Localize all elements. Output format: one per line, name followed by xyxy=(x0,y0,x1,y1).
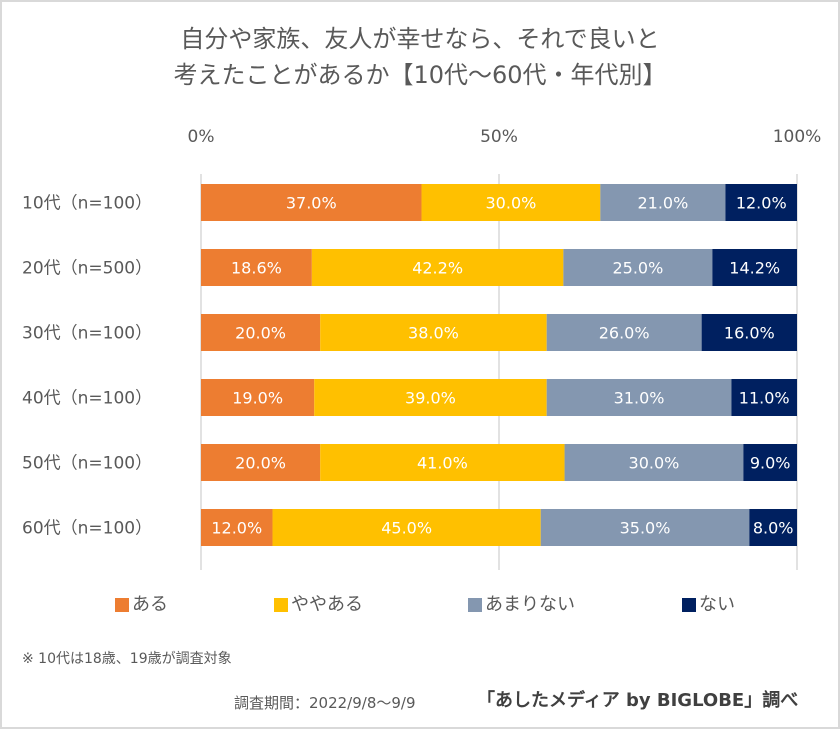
category-label: 40代（n=100） xyxy=(22,389,152,409)
data-label: 20.0% xyxy=(235,454,286,473)
legend-label: ない xyxy=(699,594,735,615)
data-label: 9.0% xyxy=(750,454,791,473)
bar-segment xyxy=(201,379,315,416)
bar-segment xyxy=(712,249,797,286)
legend-item: あまりない xyxy=(468,590,575,616)
bar-segment xyxy=(564,444,744,481)
data-label: 41.0% xyxy=(417,454,468,473)
data-label: 12.0% xyxy=(211,519,262,538)
data-label: 31.0% xyxy=(614,389,665,408)
data-label: 26.0% xyxy=(599,324,650,343)
chart-title-line-2: 考えたことがあるか【10代～60代・年代別】 xyxy=(173,61,667,89)
data-label: 42.2% xyxy=(412,259,463,278)
stacked-bar-chart: 0% 50% 100% 10代（n=100） 37.0% 30.0% 21.0% 12.0% 2… xyxy=(22,127,822,570)
data-label: 37.0% xyxy=(286,194,337,213)
category-label: 30代（n=100） xyxy=(22,324,152,344)
bar-segment xyxy=(546,379,732,416)
data-label: 20.0% xyxy=(235,324,286,343)
bar-segment xyxy=(701,314,797,351)
bar-segment xyxy=(272,509,541,546)
data-label: 14.2% xyxy=(729,259,780,278)
data-label: 39.0% xyxy=(405,389,456,408)
data-label: 30.0% xyxy=(629,454,680,473)
bar-segment xyxy=(749,509,797,546)
data-label: 38.0% xyxy=(408,324,459,343)
legend-swatch xyxy=(115,598,129,612)
bar-segment xyxy=(725,184,797,221)
legend-swatch xyxy=(682,598,696,612)
category-label: 50代（n=100） xyxy=(22,454,152,474)
legend-label: ややある xyxy=(291,594,363,615)
data-label: 45.0% xyxy=(381,519,432,538)
legend-label: あまりない xyxy=(485,594,575,615)
footnote: ※ 10代は18歳、19歳が調査対象 xyxy=(22,651,232,667)
data-label: 11.0% xyxy=(739,389,790,408)
legend-item: ある xyxy=(115,590,168,616)
bar-segment xyxy=(600,184,726,221)
x-tick-label: 50% xyxy=(480,127,518,147)
chart-title-line-1: 自分や家族、友人が幸せなら、それで良いと xyxy=(180,25,660,53)
bar-segment xyxy=(314,379,547,416)
survey-period: 調査期間：2022/9/8～9/9 xyxy=(234,694,416,712)
category-label: 10代（n=100） xyxy=(22,194,152,214)
data-label: 16.0% xyxy=(724,324,775,343)
data-label: 18.6% xyxy=(231,259,282,278)
legend-swatch xyxy=(274,598,288,612)
data-label: 19.0% xyxy=(232,389,283,408)
source-credit: 「あしたメディア by BIGLOBE」調べ xyxy=(477,690,799,711)
data-label: 21.0% xyxy=(637,194,688,213)
data-label: 30.0% xyxy=(486,194,537,213)
bar-segment xyxy=(201,314,321,351)
data-label: 25.0% xyxy=(612,259,663,278)
legend-item: ない xyxy=(682,590,735,616)
bar-segment xyxy=(421,184,601,221)
category-label: 60代（n=100） xyxy=(22,519,152,539)
bar-segment xyxy=(320,444,565,481)
bar-segment xyxy=(731,379,797,416)
bar-segment xyxy=(320,314,547,351)
bar-segment xyxy=(311,249,564,286)
data-label: 8.0% xyxy=(753,519,794,538)
x-tick-label: 0% xyxy=(188,127,215,147)
legend-swatch xyxy=(468,598,482,612)
data-label: 35.0% xyxy=(620,519,671,538)
x-tick-label: 100% xyxy=(773,127,822,147)
legend-item: ややある xyxy=(274,590,363,616)
bar-segment xyxy=(743,444,797,481)
bar-segment xyxy=(546,314,702,351)
bar-segment xyxy=(201,444,321,481)
bar-segment xyxy=(201,184,422,221)
bar-segment xyxy=(563,249,713,286)
data-label: 12.0% xyxy=(736,194,787,213)
category-label: 20代（n=500） xyxy=(22,259,152,279)
legend-label: ある xyxy=(132,594,168,615)
bar-segment xyxy=(201,249,312,286)
bar-segment xyxy=(540,509,750,546)
bar-segment xyxy=(201,509,273,546)
